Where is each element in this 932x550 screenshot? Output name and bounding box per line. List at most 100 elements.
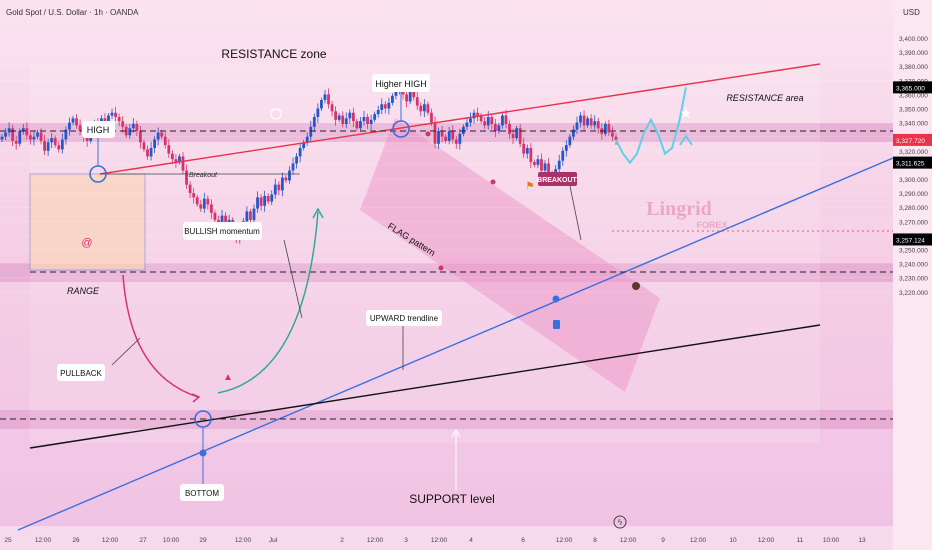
x-tick-label: 12:00: [235, 537, 252, 544]
candle-up: [376, 109, 380, 115]
candle-up: [220, 215, 224, 225]
candle-up: [280, 177, 284, 191]
candle-up: [302, 142, 306, 148]
candle-down: [192, 193, 196, 198]
support-arrowhead: [451, 428, 461, 438]
candle-up: [586, 118, 590, 126]
candle-up: [373, 114, 377, 120]
y-tick-label: 3,280.000: [899, 205, 928, 212]
candle-down: [596, 121, 600, 129]
candle-down: [114, 112, 117, 117]
candle-down: [185, 170, 188, 185]
x-tick-label: 6: [521, 537, 525, 544]
candle-up: [422, 104, 426, 112]
flag-mid-dot: [490, 179, 496, 185]
x-tick-label: 25: [4, 537, 12, 544]
candle-down: [334, 111, 338, 120]
projection-arrowhead: [679, 134, 693, 146]
snail-icon: @: [81, 237, 92, 249]
analysis-area: [30, 63, 820, 443]
candle-up: [202, 198, 206, 209]
bullish-momentum-arrow: [217, 211, 319, 394]
y-tick-label: 3,270.000: [899, 219, 928, 226]
candle-down: [351, 112, 355, 122]
candle-down: [341, 115, 345, 125]
bullish-momentum-label-box: [183, 222, 262, 240]
watermark-logo: Lingrid: [646, 198, 712, 220]
candle-up: [316, 108, 320, 117]
candle-down: [405, 94, 409, 102]
candle-down: [433, 122, 437, 144]
candle-up: [461, 126, 465, 134]
candle-up: [575, 122, 579, 130]
lightning-glyph: ϟ: [618, 518, 623, 527]
high-label-box: [82, 121, 115, 138]
candle-up: [564, 145, 568, 151]
candle-up: [486, 116, 490, 126]
candle-up: [408, 91, 412, 102]
candle-up: [359, 121, 362, 129]
candle-up: [64, 129, 68, 140]
candle-up: [149, 147, 153, 157]
bullish-connector: [283, 239, 303, 319]
candle-down: [53, 138, 57, 146]
candle-up: [603, 124, 607, 134]
x-tick-label: 12:00: [102, 537, 119, 544]
flag-low-dot: [438, 265, 444, 271]
flag-pattern-channel: [360, 118, 660, 392]
breakout-low-dot: [552, 295, 560, 303]
candle-up: [380, 104, 384, 110]
time-scale-background: [0, 526, 893, 550]
candle-up: [344, 118, 348, 125]
candle-up: [515, 128, 519, 139]
candle-down: [493, 124, 497, 132]
price-badges: 3,365.000 3,311.625 3,257.124 3,327.720: [893, 81, 932, 246]
up-arrow-icon: [553, 320, 560, 329]
candle-down: [366, 116, 369, 125]
candle-down: [213, 212, 217, 220]
candle-up: [298, 147, 302, 157]
x-tick-label: 12:00: [556, 537, 573, 544]
candle-down: [209, 204, 213, 213]
x-tick-label: 12:00: [758, 537, 775, 544]
candle-down: [249, 211, 252, 220]
candle-up: [543, 163, 547, 171]
candle-up: [0, 136, 4, 140]
candle-down: [426, 104, 430, 113]
candle-down: [75, 118, 78, 126]
y-tick-label: 3,290.000: [899, 191, 928, 198]
candle-down: [415, 97, 419, 106]
candle-up: [36, 132, 39, 137]
y-tick-label: 3,320.000: [899, 149, 928, 156]
candle-down: [266, 195, 270, 202]
x-tick-label: 12:00: [431, 537, 448, 544]
x-tick-label: 26: [72, 537, 80, 544]
candle-up: [270, 194, 274, 202]
bottom-label: BOTTOM: [185, 489, 219, 498]
currency-label[interactable]: USD: [903, 8, 920, 17]
candle-down: [142, 142, 146, 150]
y-tick-label: 3,250.000: [899, 248, 928, 255]
candle-down: [181, 156, 185, 171]
star-icon: ★: [680, 105, 693, 121]
resistance-trendline: [99, 63, 821, 175]
candle-up: [536, 159, 540, 165]
candle-down: [121, 121, 125, 127]
level-badge-label-range: 3,311.625: [896, 161, 925, 168]
candle-up: [593, 121, 597, 126]
candle-up: [156, 132, 160, 140]
candle-up: [107, 115, 110, 123]
candle-up: [131, 124, 135, 129]
candle-down: [146, 149, 149, 157]
candle-down: [490, 116, 494, 125]
resistance-area-label: RESISTANCE area: [726, 93, 803, 103]
y-tick-label: 3,240.000: [899, 262, 928, 269]
x-tick-label: 12:00: [620, 537, 637, 544]
candle-down: [440, 131, 444, 137]
level-badge-resistance: [893, 81, 932, 94]
x-tick-label: 27: [139, 537, 147, 544]
y-tick-label: 3,350.000: [899, 107, 928, 114]
time-axis[interactable]: 25 12:00 26 12:00 27 10:00 29 12:00 Jul 2 12:00 3 12…: [4, 537, 866, 544]
candle-down: [518, 128, 522, 144]
